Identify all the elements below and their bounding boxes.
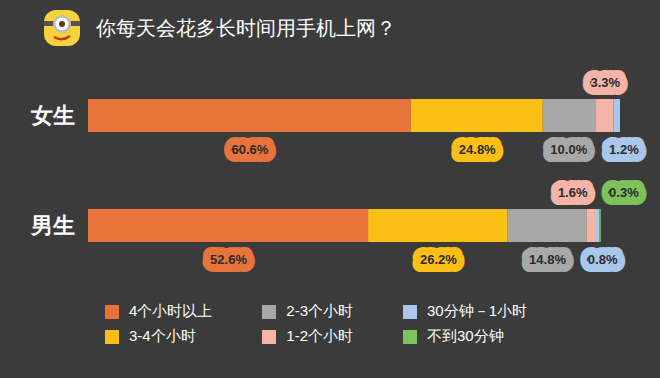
- svg-text:3.3%: 3.3%: [591, 75, 621, 90]
- html-text:2-3个小时: 2-3个小时: [286, 302, 353, 319]
- html-text:3-4个小时: 3-4个小时: [129, 327, 196, 344]
- html-text:1-2个小时: 1-2个小时: [286, 327, 353, 344]
- svg-text:60.6%: 60.6%: [231, 142, 268, 157]
- svg-text:男生: 男生: [30, 213, 75, 238]
- svg-text:0.8%: 0.8%: [588, 252, 618, 267]
- svg-text:24.8%: 24.8%: [459, 142, 496, 157]
- svg-text:52.6%: 52.6%: [210, 252, 247, 267]
- svg-text:女生: 女生: [30, 103, 75, 128]
- html-text:不到30分钟: 不到30分钟: [427, 327, 504, 344]
- svg-text:1.6%: 1.6%: [558, 185, 588, 200]
- svg-text:26.2%: 26.2%: [420, 252, 457, 267]
- html-text:4个小时以上: 4个小时以上: [129, 302, 213, 319]
- svg-text:14.8%: 14.8%: [529, 252, 566, 267]
- html-text:30分钟－1小时: 30分钟－1小时: [427, 302, 528, 319]
- html-text:你每天会花多长时间用手机上网？: 你每天会花多长时间用手机上网？: [96, 16, 396, 39]
- svg-text:0.3%: 0.3%: [609, 185, 639, 200]
- svg-text:10.0%: 10.0%: [550, 142, 587, 157]
- svg-text:1.2%: 1.2%: [609, 142, 639, 157]
